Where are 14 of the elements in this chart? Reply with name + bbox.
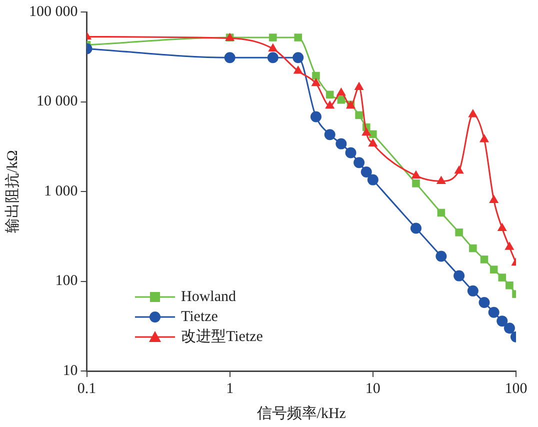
legend-label: Howland [181, 288, 236, 307]
y-tick-label: 10 [62, 362, 78, 379]
y-axis-title: 输出阻抗/kΩ [4, 150, 21, 233]
x-tick-label: 1 [226, 380, 234, 397]
y-tick-label: 10 000 [36, 94, 78, 110]
x-axis-title: 信号频率/kHz [256, 404, 346, 422]
x-tick-label: 100 [504, 380, 528, 397]
x-tick-label: 10 [365, 380, 380, 397]
legend-label: 改进型Tietze [181, 328, 263, 347]
y-tick-label: 100 [55, 273, 78, 290]
legend-label: Tietze [181, 308, 218, 327]
y-tick-label: 100 000 [29, 4, 78, 20]
x-tick-label: 0.1 [77, 380, 96, 397]
y-tick-label: 1 000 [44, 183, 78, 200]
